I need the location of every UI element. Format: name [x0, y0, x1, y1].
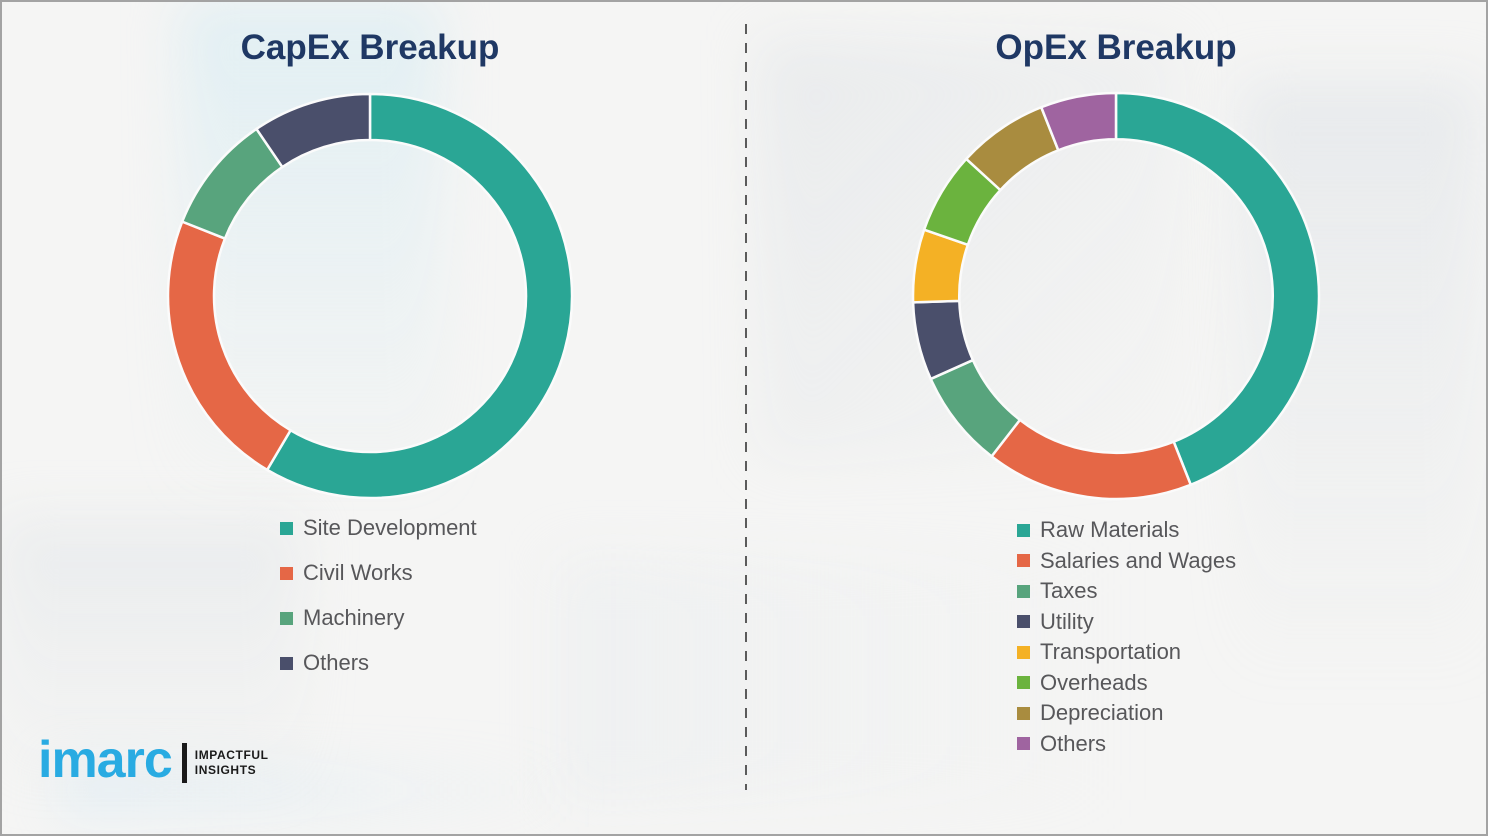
donut-segment-others [255, 92, 372, 169]
legend-swatch [1017, 737, 1030, 750]
vertical-dashed-divider [745, 24, 747, 790]
legend-item-others: Others [280, 651, 477, 675]
legend-label: Overheads [1040, 669, 1148, 695]
legend-label: Depreciation [1040, 700, 1164, 725]
legend-label: Machinery [303, 605, 405, 630]
legend-item-others: Others [1017, 730, 1236, 756]
legend-swatch [1017, 645, 1030, 659]
imarc-logo: imarc IMPACTFUL INSIGHTS [38, 734, 269, 786]
legend-label: Taxes [1040, 578, 1098, 603]
legend-item-salaries-and-wages: Salaries and Wages [1017, 547, 1237, 573]
opex-chart-title: OpEx Breakup [995, 28, 1237, 67]
legend-swatch [1017, 676, 1030, 689]
imarc-logo-tagline: IMPACTFUL INSIGHTS [195, 748, 269, 778]
legend-label: Others [303, 650, 370, 675]
legend-label: Site Development [303, 515, 477, 540]
legend-swatch [1017, 523, 1030, 537]
capex-legend: Site Development Civil Works Machinery Othe… [280, 516, 477, 675]
legend-item-utility: Utility [1017, 608, 1236, 634]
legend-item-machinery: Machinery [280, 606, 477, 630]
legend-item-site-development: Site Development [280, 516, 477, 540]
legend-item-civil-works: Civil Works [280, 561, 477, 585]
legend-label: Raw Materials [1040, 517, 1180, 542]
legend-item-raw-materials: Raw Materials [1017, 518, 1236, 542]
legend-label: Civil Works [303, 560, 413, 585]
legend-item-depreciation: Depreciation [1017, 701, 1236, 725]
legend-swatch [1017, 706, 1030, 720]
opex-legend: Raw Materials Salaries and Wages Taxes Util… [1017, 518, 1236, 756]
legend-swatch [1017, 554, 1030, 567]
opex-donut-chart [910, 90, 1322, 502]
legend-label: Salaries and Wages [1040, 547, 1237, 573]
donut-segment-civil-works [166, 220, 292, 472]
legend-item-taxes: Taxes [1017, 579, 1236, 603]
capex-donut-chart [165, 91, 575, 501]
legend-item-overheads: Overheads [1017, 669, 1236, 695]
donut-segment-site-development [265, 92, 574, 500]
legend-swatch [1017, 615, 1030, 628]
legend-swatch [280, 611, 293, 625]
imarc-tagline-line1: IMPACTFUL [194, 748, 269, 762]
legend-label: Utility [1040, 608, 1094, 634]
donut-segment-salaries-and-wages [990, 418, 1192, 501]
legend-item-transportation: Transportation [1017, 640, 1236, 664]
legend-swatch [280, 521, 293, 535]
legend-swatch [1017, 584, 1030, 598]
legend-label: Transportation [1040, 639, 1182, 664]
imarc-logo-wordmark: imarc [38, 731, 173, 789]
legend-swatch [280, 566, 293, 580]
legend-swatch [280, 656, 293, 670]
imarc-logo-divider-bar [181, 743, 187, 783]
imarc-tagline-line2: INSIGHTS [194, 763, 257, 777]
capex-chart-title: CapEx Breakup [240, 28, 500, 67]
legend-label: Others [1040, 730, 1107, 756]
donut-segment-raw-materials [1114, 91, 1321, 486]
